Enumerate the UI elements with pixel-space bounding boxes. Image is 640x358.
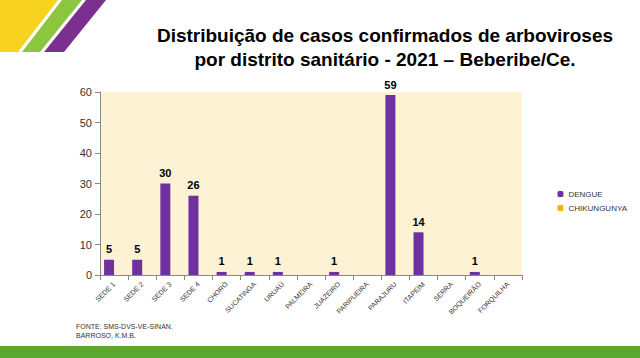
svg-text:SERRA: SERRA [432, 280, 454, 302]
svg-text:1: 1 [219, 255, 225, 267]
svg-text:CHORÓ: CHORÓ [205, 279, 229, 303]
svg-text:0: 0 [86, 269, 92, 281]
svg-text:SEDE 2: SEDE 2 [122, 280, 145, 303]
svg-text:BARROSO, K.M.B.: BARROSO, K.M.B. [76, 332, 136, 339]
svg-text:40: 40 [80, 147, 92, 159]
svg-text:5: 5 [134, 243, 140, 255]
svg-text:FORQUILHA: FORQUILHA [477, 280, 512, 315]
svg-text:60: 60 [80, 86, 92, 98]
svg-text:50: 50 [80, 117, 92, 129]
svg-text:26: 26 [187, 179, 199, 191]
svg-text:10: 10 [80, 239, 92, 251]
svg-text:Distribuição de casos confirma: Distribuição de casos confirmados de arb… [157, 25, 613, 46]
svg-text:59: 59 [384, 79, 396, 91]
svg-text:20: 20 [80, 208, 92, 220]
svg-text:1: 1 [247, 255, 253, 267]
svg-text:PARIPUEIRA: PARIPUEIRA [335, 280, 370, 315]
svg-text:DENGUE: DENGUE [568, 190, 602, 199]
svg-text:ITAPEIM: ITAPEIM [402, 280, 426, 304]
svg-text:PARAJURU: PARAJURU [367, 281, 398, 312]
svg-text:FONTE: SMS-DVS-VE-SINAN.: FONTE: SMS-DVS-VE-SINAN. [76, 323, 173, 330]
svg-text:30: 30 [159, 167, 171, 179]
svg-text:1: 1 [472, 255, 478, 267]
svg-text:14: 14 [412, 216, 425, 228]
svg-text:SEDE 3: SEDE 3 [150, 280, 173, 303]
svg-text:5: 5 [106, 243, 112, 255]
svg-text:URUAÚ: URUAÚ [262, 280, 285, 303]
svg-text:por distrito sanitário - 2021: por distrito sanitário - 2021 – Beberibe… [194, 49, 575, 70]
svg-text:PALMEIRA: PALMEIRA [284, 280, 314, 310]
svg-text:SEDE 1: SEDE 1 [94, 280, 117, 303]
svg-text:1: 1 [331, 255, 337, 267]
svg-text:1: 1 [275, 255, 281, 267]
svg-text:SUCATINGA: SUCATINGA [224, 280, 258, 314]
svg-text:SEDE 4: SEDE 4 [178, 280, 201, 303]
svg-text:BOQUEIRÃO: BOQUEIRÃO [447, 280, 483, 316]
svg-text:CHIKUNGUNYA: CHIKUNGUNYA [568, 204, 627, 213]
svg-text:JUAZEIRO: JUAZEIRO [312, 280, 342, 310]
svg-text:30: 30 [80, 178, 92, 190]
